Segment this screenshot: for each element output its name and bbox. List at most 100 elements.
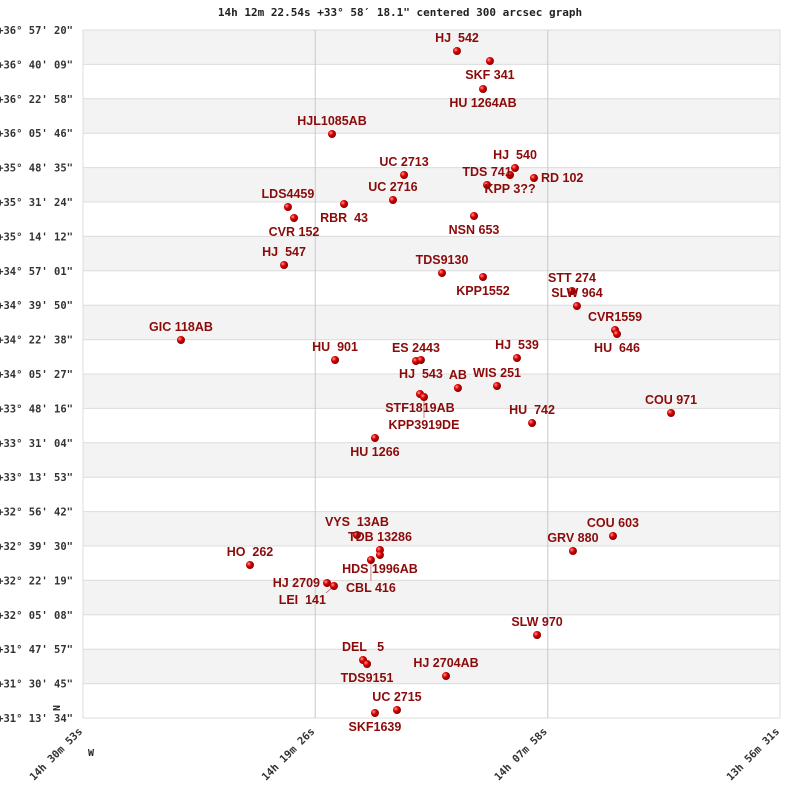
x-tick-label: 13h 56m 31s [724, 726, 782, 784]
y-tick-label: +32° 56' 42" [0, 507, 73, 519]
grid-band [83, 167, 780, 202]
star-label: UC 2713 [379, 155, 428, 169]
star-point [327, 129, 336, 138]
star-label: HJL1085AB [297, 114, 366, 128]
grid-band [83, 580, 780, 615]
star-label: HJ 2704AB [413, 656, 478, 670]
star-point [506, 171, 515, 180]
star-label: SLW 964 [551, 286, 602, 300]
y-tick-label: +34° 05' 27" [0, 369, 73, 381]
star-label: TDS9151 [341, 671, 394, 685]
star-point [452, 46, 461, 55]
star-label: KPP1552 [456, 284, 510, 298]
star-label: RBR 43 [320, 211, 368, 225]
star-label: LDS4459 [262, 187, 315, 201]
star-label: HU 1264AB [449, 96, 516, 110]
star-point [283, 202, 292, 211]
x-tick-label: 14h 19m 26s [260, 726, 318, 784]
grid-band [83, 98, 780, 134]
grid-band [83, 442, 780, 478]
star-label: HU 901 [312, 340, 358, 354]
star-label: CBL 416 [346, 581, 396, 595]
star-point [533, 631, 542, 640]
y-tick-label: +34° 57' 01" [0, 266, 73, 278]
star-label: HJ 539 [495, 338, 539, 352]
star-label: NSN 653 [449, 223, 500, 237]
star-point [479, 85, 488, 94]
y-tick-label: +36° 40' 09" [0, 59, 73, 71]
star-point [352, 530, 361, 539]
star-point [453, 384, 462, 393]
y-tick-label: +34° 22' 38" [0, 335, 73, 347]
star-point [483, 180, 492, 189]
star-label: WIS 251 [473, 366, 521, 380]
y-tick-label: +32° 39' 30" [0, 541, 73, 553]
star-label: HU 1266 [350, 445, 399, 459]
star-label: TDS9130 [416, 253, 469, 267]
star-label: TDS 741 [462, 165, 511, 179]
star-point [485, 57, 494, 66]
y-tick-label: +31° 13' 34" [0, 713, 73, 725]
grid-band [83, 236, 780, 271]
grid-band [83, 374, 780, 409]
star-point [416, 356, 425, 365]
star-point [612, 329, 621, 338]
star-label: DEL 5 [342, 640, 384, 654]
star-label: TDB 13286 [348, 530, 412, 544]
star-label: HJ 542 [435, 31, 479, 45]
star-label: STF1819AB [385, 401, 454, 415]
star-label: VYS 13AB [325, 515, 389, 529]
star-label: SLW 970 [511, 615, 562, 629]
y-tick-label: +33° 31' 04" [0, 438, 73, 450]
y-tick-label: +31° 47' 57" [0, 644, 73, 656]
star-label: ES 2443 [392, 341, 440, 355]
star-point [511, 164, 520, 173]
star-point [512, 353, 521, 362]
star-point [442, 671, 451, 680]
star-label: CVR 152 [269, 225, 320, 239]
star-label: HJ 547 [262, 245, 306, 259]
star-point [529, 173, 538, 182]
star-label: SKF 341 [465, 68, 514, 82]
star-label: COU 603 [587, 516, 639, 530]
grid-band [83, 511, 780, 546]
star-point [528, 418, 537, 427]
y-tick-label: +32° 22' 19" [0, 575, 73, 587]
star-point [608, 531, 617, 540]
y-tick-label: +31° 30' 45" [0, 679, 73, 691]
x-tick-label: 14h 30m 53s [27, 726, 85, 784]
star-point [375, 550, 384, 559]
star-label: RD 102 [541, 171, 583, 185]
star-point [363, 660, 372, 669]
star-point [572, 301, 581, 310]
star-point [567, 286, 576, 295]
y-tick-label: +33° 13' 53" [0, 472, 73, 484]
star-point [370, 708, 379, 717]
grid-bands [83, 30, 780, 684]
y-tick-label: +32° 05' 08" [0, 610, 73, 622]
stars [176, 46, 676, 717]
y-tick-label: +36° 05' 46" [0, 128, 73, 140]
star-label: HDS 1996AB [342, 562, 418, 576]
compass-west: W [88, 748, 95, 759]
star-point [176, 335, 185, 344]
x-tick-labels: 14h 30m 53s 14h 19m 26s 14h 07m 58s 13h 56m… [27, 726, 782, 784]
star-label: HJ 2709 [273, 576, 320, 590]
star-point [290, 213, 299, 222]
star-point [329, 581, 338, 590]
star-label: HU 646 [594, 341, 640, 355]
star-point [470, 212, 479, 221]
star-label: AB [449, 368, 467, 382]
star-point [479, 272, 488, 281]
star-point [280, 261, 289, 270]
star-point [667, 408, 676, 417]
y-tick-label: +35° 48' 35" [0, 163, 73, 175]
star-point [400, 171, 409, 180]
grid-lines [82, 29, 781, 719]
star-label: KPP 3?? [484, 182, 535, 196]
star-point [331, 356, 340, 365]
star-label: HO 262 [227, 545, 274, 559]
y-tick-label: +33° 48' 16" [0, 403, 73, 415]
y-tick-label: +34° 39' 50" [0, 300, 73, 312]
